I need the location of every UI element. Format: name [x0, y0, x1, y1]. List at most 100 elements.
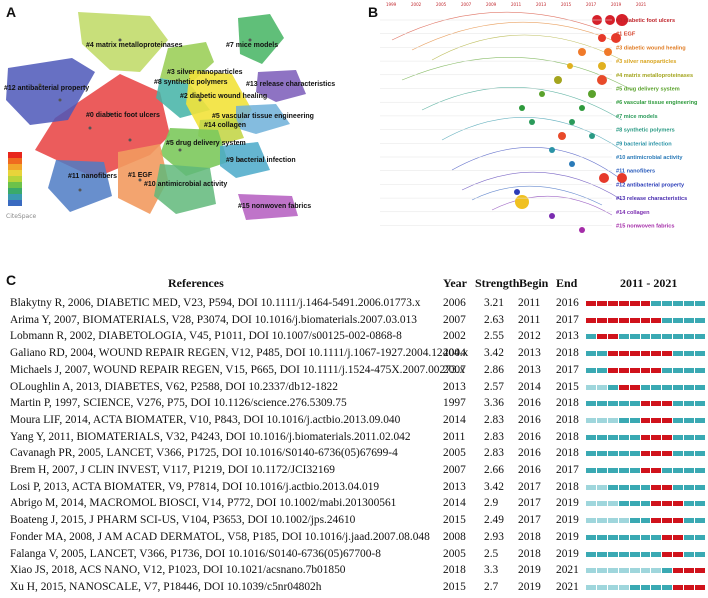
strength-cell: 2.83 [484, 430, 504, 443]
burst-segment [695, 401, 705, 407]
burst-segment [684, 384, 695, 390]
burst-segment [684, 401, 695, 407]
begin-cell: 2011 [518, 297, 541, 309]
cluster-map-panel: A CiteSpace [0, 0, 340, 262]
burst-segment [629, 534, 640, 540]
citespace-watermark: CiteSpace [6, 213, 36, 220]
begin-cell: 2016 [518, 413, 541, 426]
year-cell: 1997 [443, 397, 466, 410]
burst-segment [651, 534, 662, 540]
year-tick: 2007 [461, 2, 472, 7]
burst-segment [673, 317, 684, 323]
burst-timeline [586, 518, 708, 524]
strength-cell: 2.57 [484, 380, 504, 393]
burst-segment [596, 301, 607, 306]
cluster-label-11: #11 nanofibers [68, 173, 117, 180]
end-cell: 2021 [556, 580, 579, 593]
burst-segment [673, 351, 684, 357]
burst-segment [607, 417, 618, 423]
burst-segment [618, 484, 629, 490]
burst-segment [586, 334, 596, 340]
table-row: Michaels J, 2007, WOUND REPAIR REGEN, V1… [0, 364, 708, 381]
cluster-hull-13 [256, 70, 306, 102]
burst-segment [673, 484, 684, 490]
burst-segment [695, 317, 705, 323]
cluster-label-4: #4 matrix metalloproteinases [86, 42, 183, 49]
reference-cell: OLoughlin A, 2013, DIABETES, V62, P2588,… [10, 380, 338, 393]
burst-segment [640, 584, 651, 590]
timeline-panel: 1999 2002 2005 2007 2009 2011 2013 2015 2017 2019… [368, 0, 706, 262]
burst-segment [596, 401, 607, 407]
table-row: Brem H, 2007, J CLIN INVEST, V117, P1219… [0, 464, 708, 481]
burst-segment [586, 584, 596, 590]
cluster-hull-15 [238, 194, 298, 220]
burst-segment [684, 434, 695, 440]
cluster-label-15: #15 nonwoven fabrics [238, 203, 311, 210]
burst-segment [596, 468, 607, 473]
end-cell: 2015 [556, 380, 579, 393]
burst-segment [662, 384, 673, 390]
burst-segment [596, 501, 607, 507]
burst-segment [596, 334, 607, 340]
reference-cell: Michaels J, 2007, WOUND REPAIR REGEN, V1… [10, 363, 466, 376]
burst-segment [662, 501, 673, 507]
cluster-label-3: #3 silver nanoparticles [167, 69, 243, 76]
header-end: End [556, 276, 578, 290]
year-cell: 2005 [443, 447, 466, 460]
burst-segment [673, 367, 684, 373]
cluster-hull-11 [48, 160, 112, 212]
burst-segment [662, 484, 673, 490]
burst-segment [662, 568, 673, 574]
burst-segment [629, 367, 640, 373]
burst-segment [651, 351, 662, 357]
timeline-cluster-label: #7 mice models [616, 114, 658, 120]
cluster-hull-6 [236, 104, 290, 134]
burst-segment [640, 351, 651, 357]
year-cell: 2002 [443, 330, 466, 343]
end-cell: 2018 [556, 347, 579, 360]
strength-cell: 2.83 [484, 447, 504, 460]
burst-segment [629, 351, 640, 357]
reference-cell: Yang Y, 2011, BIOMATERIALS, V32, P4243, … [10, 430, 411, 443]
year-tick: 2002 [411, 2, 422, 7]
burst-segment [586, 534, 596, 540]
year-tick: 2017 [586, 2, 597, 7]
header-strength: Strength [475, 276, 520, 290]
burst-timeline [586, 401, 708, 407]
burst-segment [607, 551, 618, 557]
strength-cell: 3.42 [484, 347, 504, 360]
year-cell: 2008 [443, 530, 466, 543]
end-cell: 2019 [556, 547, 579, 560]
burst-timeline [586, 501, 708, 507]
begin-cell: 2018 [518, 530, 541, 543]
burst-segment [640, 468, 651, 473]
begin-cell: 2011 [518, 313, 541, 326]
end-cell: 2018 [556, 430, 579, 443]
panel-c-letter: C [6, 272, 17, 288]
end-cell: 2021 [556, 564, 579, 577]
burst-segment [618, 417, 629, 423]
burst-segment [629, 568, 640, 574]
table-row: Arima Y, 2007, BIOMATERIALS, V28, P3074,… [0, 314, 708, 331]
cluster-hull-10 [154, 164, 216, 214]
burst-segment [629, 434, 640, 440]
header-year: Year [443, 276, 467, 290]
burst-segment [651, 568, 662, 574]
timeline-cluster-label: #4 matrix metalloproteinases [616, 73, 693, 79]
header-range: 2011 - 2021 [620, 276, 678, 290]
burst-timeline [586, 434, 708, 441]
burst-segment [684, 317, 695, 323]
year-tick: 2019 [611, 2, 622, 7]
timeline-cluster-label: #15 nonwoven fabrics [616, 224, 674, 230]
begin-cell: 2016 [518, 447, 541, 460]
burst-segment [695, 518, 705, 524]
burst-segment [684, 501, 695, 507]
burst-segment [662, 518, 673, 524]
strength-cell: 2.9 [484, 497, 499, 510]
burst-segment [586, 568, 596, 574]
burst-segment [695, 434, 705, 440]
panel-a-letter: A [6, 4, 17, 20]
burst-segment [684, 518, 695, 524]
burst-segment [629, 334, 640, 340]
reference-cell: Boateng J, 2015, J PHARM SCI-US, V104, P… [10, 514, 356, 527]
